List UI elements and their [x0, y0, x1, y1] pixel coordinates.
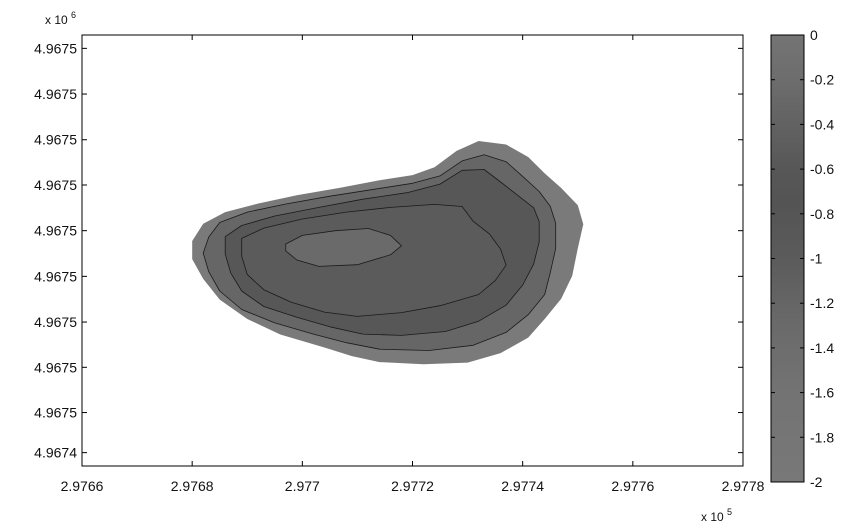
- y-multiplier-base: x 10: [45, 13, 68, 27]
- y-tick-label: 4.9675: [34, 223, 77, 239]
- contour-level-5: [285, 228, 402, 267]
- x-axis-multiplier: x 10 5: [701, 507, 732, 524]
- colorbar-tick-label: -0.6: [810, 161, 834, 177]
- colorbar-tick-label: -1.2: [810, 295, 834, 311]
- colorbar-tick-label: -1.4: [810, 340, 834, 356]
- y-multiplier-exponent: 6: [71, 10, 76, 20]
- y-tick-label: 4.9675: [34, 314, 77, 330]
- contour-regions: [192, 141, 584, 365]
- y-tick-label: 4.9675: [34, 177, 77, 193]
- colorbar-tick-label: -0.2: [810, 72, 834, 88]
- colorbar: [770, 34, 805, 483]
- y-axis-multiplier: x 10 6: [45, 10, 76, 27]
- y-axis-ticks: 4.9674 4.9675 4.9675 4.9675 4.9675 4.9675 4.96…: [34, 40, 743, 461]
- colorbar-tick-label: -1.6: [810, 385, 834, 401]
- x-tick-label: 2.9772: [391, 478, 434, 494]
- x-multiplier-exponent: 5: [727, 507, 732, 517]
- y-tick-label: 4.9675: [34, 40, 77, 56]
- x-tick-label: 2.9778: [722, 478, 765, 494]
- y-tick-label: 4.9675: [34, 86, 77, 102]
- y-tick-label: 4.9675: [34, 132, 77, 148]
- y-tick-label: 4.9674: [34, 445, 77, 461]
- x-tick-label: 2.9776: [611, 478, 654, 494]
- colorbar-tick-label: 0: [810, 27, 818, 43]
- x-tick-label: 2.9766: [61, 478, 104, 494]
- colorbar-tick-label: -0.4: [810, 116, 834, 132]
- contour-level-4: [241, 203, 507, 317]
- colorbar-tick-label: -1: [810, 251, 823, 267]
- x-tick-label: 2.977: [285, 478, 320, 494]
- colorbar-ticks: 0 -0.2 -0.4 -0.6 -0.8 -1 -1.2 -1.4 -1.6 -1.8 -2: [771, 27, 834, 490]
- x-axis-ticks: 2.9766 2.9768 2.977 2.9772 2.9774 2.9776 2.977…: [61, 35, 765, 494]
- y-tick-label: 4.9675: [34, 268, 77, 284]
- x-multiplier-base: x 10: [701, 510, 724, 524]
- x-tick-label: 2.9768: [171, 478, 214, 494]
- colorbar-tick-label: -2: [810, 474, 823, 490]
- x-tick-label: 2.9774: [501, 478, 544, 494]
- y-tick-label: 4.9675: [34, 359, 77, 375]
- colorbar-tick-label: -0.8: [810, 206, 834, 222]
- y-tick-label: 4.9675: [34, 405, 77, 421]
- colorbar-tick-label: -1.8: [810, 429, 834, 445]
